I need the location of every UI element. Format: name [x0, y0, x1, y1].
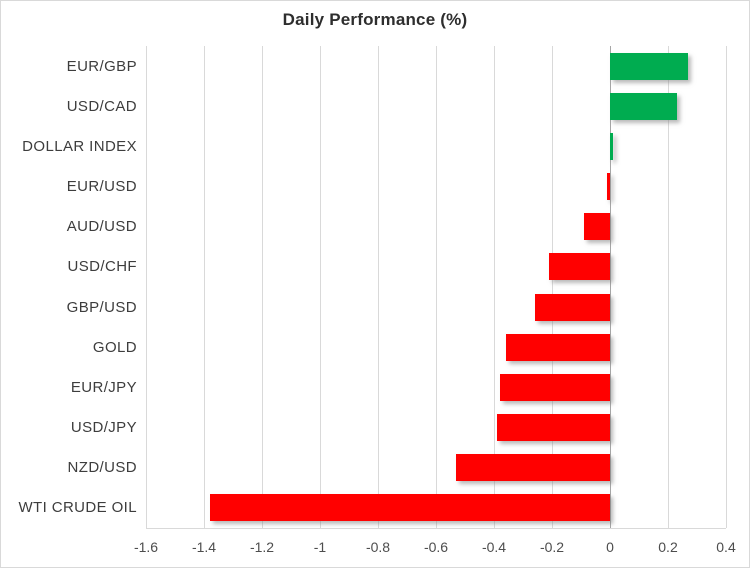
x-tick-label: 0.2 [658, 539, 678, 555]
bar-usd-chf [549, 253, 610, 281]
x-tick-label: -1.4 [191, 539, 217, 555]
category-label-usd-jpy: USD/JPY [70, 419, 137, 437]
gridline [378, 46, 379, 528]
gridline [262, 46, 263, 528]
x-tick-label: -0.4 [481, 539, 507, 555]
bar-eur-jpy [499, 373, 610, 401]
chart-title: Daily Performance (%) [282, 10, 468, 29]
x-tick-label: -0.6 [423, 539, 449, 555]
gridline [146, 46, 147, 528]
gridline [552, 46, 553, 528]
gridline [726, 46, 727, 528]
x-tick-label: 0 [606, 539, 614, 555]
x-tick-label: 0.4 [716, 539, 736, 555]
category-label-usd-chf: USD/CHF [67, 258, 137, 276]
bar-dollar-index [610, 132, 613, 160]
x-tick-label: -1.2 [249, 539, 275, 555]
bar-nzd-usd [456, 454, 610, 482]
category-label-gold: GOLD [92, 338, 137, 356]
gridline [320, 46, 321, 528]
gridline [494, 46, 495, 528]
bar-usd-jpy [496, 414, 610, 442]
category-axis-line [146, 528, 726, 529]
category-label-nzd-usd: NZD/USD [67, 459, 137, 477]
bar-gold [505, 333, 610, 361]
bar-eur-usd [607, 173, 610, 201]
category-label-eur-jpy: EUR/JPY [70, 378, 137, 396]
x-tick-label: -1.6 [133, 539, 159, 555]
bar-eur-gbp [610, 52, 689, 80]
category-label-dollar-index: DOLLAR INDEX [22, 137, 137, 155]
bar-aud-usd [583, 213, 610, 241]
category-label-wti-crude-oil: WTI CRUDE OIL [18, 499, 137, 517]
zero-axis-line [610, 46, 611, 528]
category-label-gbp-usd: GBP/USD [66, 298, 137, 316]
category-label-eur-gbp: EUR/GBP [66, 57, 137, 75]
x-tick-label: -0.2 [539, 539, 565, 555]
category-label-eur-usd: EUR/USD [66, 178, 137, 196]
category-label-aud-usd: AUD/USD [66, 218, 137, 236]
x-tick-label: -0.8 [365, 539, 391, 555]
x-tick-label: -1 [313, 539, 327, 555]
bar-gbp-usd [534, 293, 610, 321]
gridline [436, 46, 437, 528]
bar-usd-cad [610, 92, 677, 120]
gridline [204, 46, 205, 528]
gridline [668, 46, 669, 528]
bar-wti-crude-oil [209, 494, 610, 522]
category-label-usd-cad: USD/CAD [66, 97, 137, 115]
